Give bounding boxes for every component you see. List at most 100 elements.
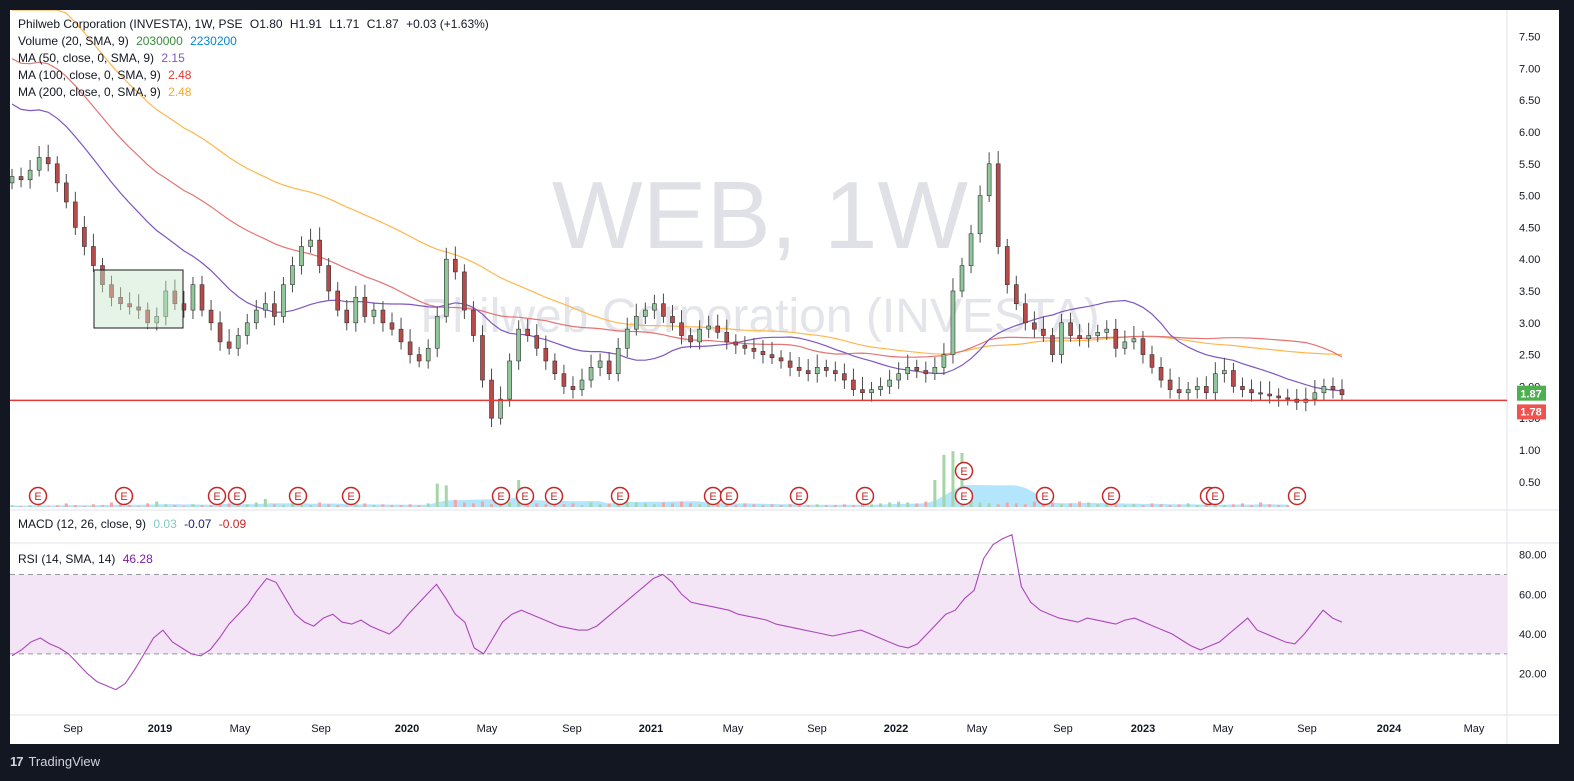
volume-bar — [815, 504, 819, 507]
close-label: C — [366, 17, 376, 31]
volume-bar — [453, 499, 457, 507]
footer: 17 TradingView — [10, 748, 100, 774]
volume-bar — [734, 505, 738, 507]
candle-body — [1086, 335, 1091, 340]
volume-bar — [64, 503, 68, 507]
earnings-marker-icon — [1287, 486, 1307, 506]
candle-body — [73, 201, 78, 228]
rsi-line — [11, 534, 1343, 691]
high-label: H — [289, 17, 299, 31]
volume-ma-area — [12, 485, 1288, 507]
candle-body — [389, 322, 395, 330]
candle-body — [525, 328, 531, 336]
candle-body — [1222, 370, 1227, 374]
candle-body — [1276, 395, 1281, 399]
volume-bar — [1096, 504, 1100, 507]
time-tick-label: 2021 — [639, 723, 663, 735]
volume-bar — [128, 505, 132, 507]
candle-body — [407, 341, 413, 355]
volume-bar — [290, 503, 294, 507]
candle-body — [118, 297, 123, 305]
time-tick-label: 2022 — [884, 723, 908, 735]
candle-body — [760, 351, 766, 355]
candle-body — [950, 290, 956, 355]
volume-bar — [28, 505, 32, 507]
volume-bar — [951, 451, 955, 507]
footer-brand[interactable]: TradingView — [28, 753, 101, 769]
earnings-marker-icon — [1101, 486, 1121, 506]
time-tick-label: May — [1464, 723, 1485, 735]
candle-body — [706, 325, 711, 330]
tradingview-logo-icon[interactable]: 17 — [10, 753, 24, 769]
chart-canvas[interactable]: WEB, 1W Philweb Corporation (INVESTA) 0.50… — [10, 10, 1559, 744]
time-tick-label: Sep — [311, 723, 331, 735]
ma50-label: MA (50, close, 0, SMA, 9) — [18, 51, 155, 65]
price-tick-label: 2.50 — [1519, 350, 1540, 362]
volume-bar — [10, 505, 14, 507]
candle-body — [1321, 386, 1327, 394]
ma200-value: 2.48 — [168, 85, 192, 99]
volume-bar — [670, 503, 674, 507]
candle-body — [443, 258, 449, 317]
close-value: 1.87 — [375, 17, 399, 31]
earnings-marker-icon — [610, 486, 630, 506]
candle-body — [860, 389, 865, 394]
earnings-marker-icon — [855, 486, 875, 506]
volume-bar — [173, 505, 177, 507]
ma100-value: 2.48 — [168, 68, 192, 82]
volume-bar — [1032, 501, 1036, 507]
candle-body — [91, 246, 96, 266]
legend-ma200: MA (200, close, 0, SMA, 9) 2.48 — [18, 85, 195, 99]
price-tick-label: 0.50 — [1519, 477, 1540, 489]
volume-bar — [1168, 505, 1172, 507]
earnings-marker-icon — [28, 486, 48, 506]
volume-bar — [91, 504, 95, 507]
volume-bar — [73, 505, 77, 507]
volume-bar — [553, 505, 557, 507]
volume-bar — [933, 480, 937, 507]
volume-bar — [1268, 504, 1272, 507]
volume-bar — [381, 504, 385, 507]
volume-bar — [100, 505, 104, 507]
candle-body — [679, 322, 684, 336]
ma200-label: MA (200, close, 0, SMA, 9) — [18, 85, 161, 99]
earnings-marker-label: E — [497, 491, 504, 503]
volume-bar — [851, 505, 855, 507]
volume-bar — [46, 506, 50, 507]
legend-macd: MACD (12, 26, close, 9) 0.03 -0.07 -0.09 — [18, 517, 250, 531]
earnings-marker-icon — [491, 486, 511, 506]
candle-body — [1267, 393, 1272, 397]
candle-body — [561, 373, 567, 387]
open-label: O — [249, 17, 260, 31]
candle-body — [1023, 303, 1028, 324]
price-tick-label: 5.50 — [1519, 159, 1540, 171]
earnings-marker-icon — [207, 486, 227, 506]
price-tick-label: 3.50 — [1519, 286, 1540, 298]
price-tick-label: 1.00 — [1519, 445, 1540, 457]
volume-bar — [462, 502, 466, 507]
volume-bar — [309, 505, 313, 507]
candle-body — [416, 354, 422, 362]
rsi-tick-label: 20.00 — [1519, 669, 1547, 681]
volume-bar — [535, 503, 539, 507]
legend-volume: Volume (20, SMA, 9) 2030000 2230200 — [18, 34, 241, 48]
volume-bar — [698, 504, 702, 507]
line-price-badge: 1.78 — [1520, 406, 1541, 418]
candle-body — [1059, 322, 1064, 355]
earnings-marker-icon — [719, 486, 739, 506]
rsi-value: 46.28 — [122, 552, 153, 566]
earnings-marker-label: E — [725, 491, 732, 503]
volume-bar — [1213, 505, 1217, 507]
volume-bar — [797, 505, 801, 507]
legend-title: Philweb Corporation (INVESTA), 1W, PSE — [18, 17, 243, 31]
candle-body — [733, 341, 739, 346]
earnings-marker-label: E — [960, 466, 967, 478]
candle-body — [1176, 389, 1182, 394]
time-tick-label: May — [477, 723, 498, 735]
volume-bar — [426, 503, 430, 507]
candle-body — [1249, 389, 1254, 394]
volume-bar — [245, 504, 249, 507]
candle-body — [1050, 335, 1055, 355]
volume-bar — [716, 503, 720, 507]
volume-bar — [580, 505, 584, 507]
